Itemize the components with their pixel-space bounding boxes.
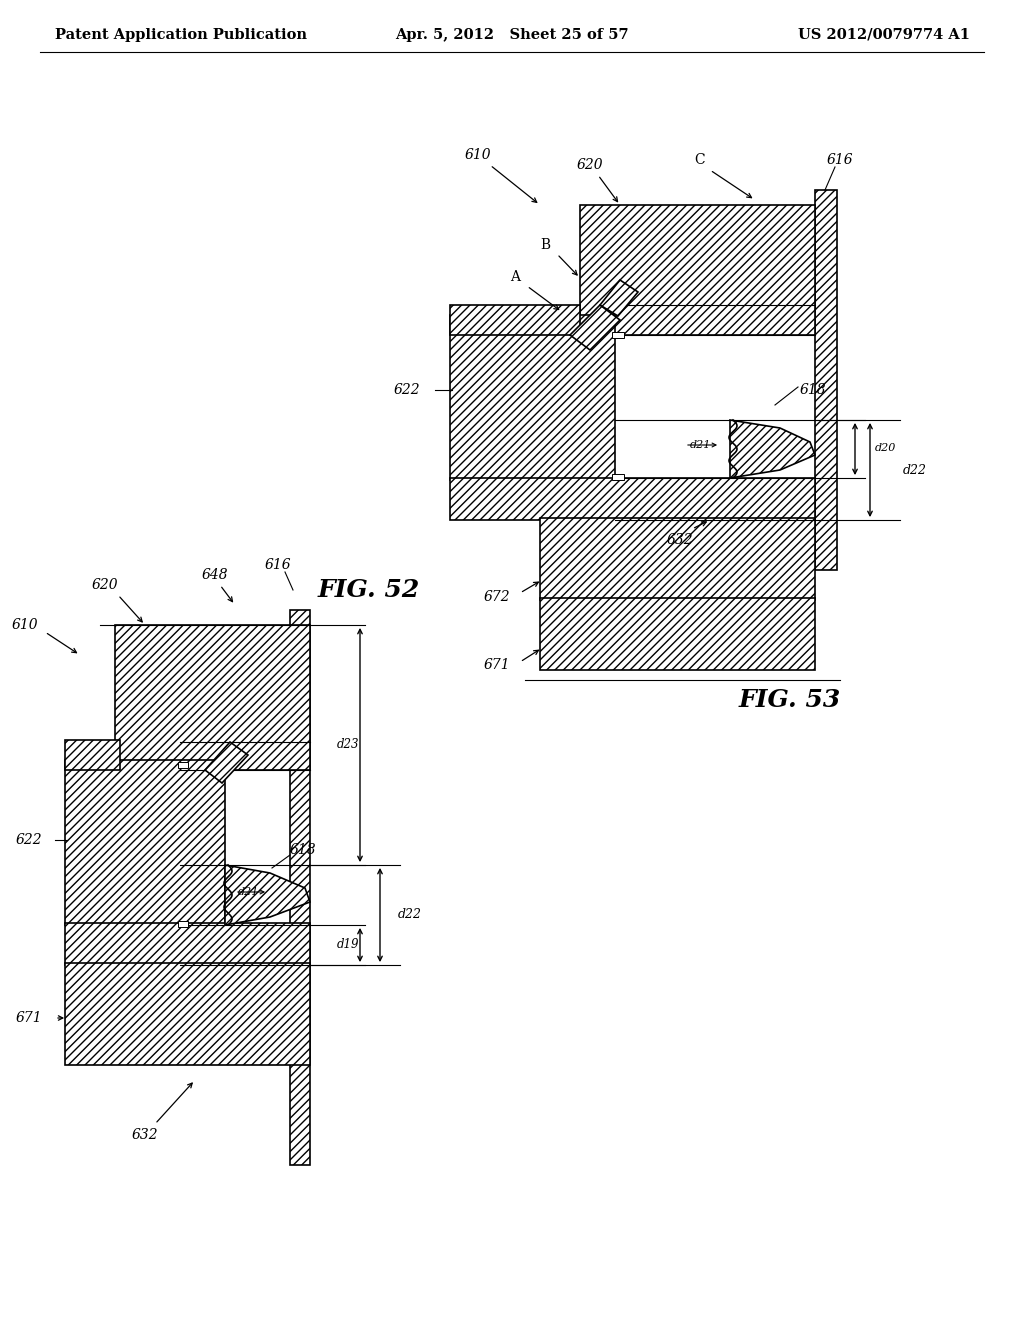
Text: 672: 672 [483,590,510,605]
Text: 616: 616 [264,558,291,572]
Text: 618: 618 [800,383,826,397]
Text: FIG. 52: FIG. 52 [318,578,420,602]
Bar [450,315,615,480]
Bar [65,760,225,925]
Text: 632: 632 [667,533,693,546]
Text: FIG. 53: FIG. 53 [739,688,841,711]
Bar [65,741,120,770]
Bar [612,333,624,338]
Text: 648: 648 [202,568,228,582]
Text: d23: d23 [337,738,359,751]
Polygon shape [730,420,815,478]
Bar [65,923,310,965]
Text: 610: 610 [465,148,492,162]
Text: C: C [694,153,706,168]
Polygon shape [205,742,248,783]
Text: d19: d19 [337,939,359,952]
Bar [612,474,624,480]
Text: 632: 632 [132,1129,159,1142]
Polygon shape [570,305,620,350]
Bar [450,478,815,520]
Text: 620: 620 [92,578,119,591]
Polygon shape [225,865,310,925]
Text: 620: 620 [577,158,603,172]
Text: d22: d22 [903,463,927,477]
Text: Apr. 5, 2012   Sheet 25 of 57: Apr. 5, 2012 Sheet 25 of 57 [395,28,629,42]
Text: d20: d20 [874,444,896,453]
Bar [580,205,815,335]
Text: Patent Application Publication: Patent Application Publication [55,28,307,42]
Text: 671: 671 [15,1011,42,1026]
Bar [178,921,188,927]
Text: 622: 622 [393,383,420,397]
Text: B: B [540,238,550,252]
Text: d21: d21 [689,440,711,450]
Bar [65,964,310,1065]
Bar [178,762,188,768]
Text: US 2012/0079774 A1: US 2012/0079774 A1 [798,28,970,42]
Text: 616: 616 [826,153,853,168]
Text: 610: 610 [11,618,38,632]
Bar [540,598,815,671]
Text: A: A [510,271,520,284]
Text: 618: 618 [290,843,316,857]
Text: 671: 671 [483,657,510,672]
Bar [450,305,580,335]
Bar [540,517,815,601]
Bar [290,610,310,1166]
Text: 622: 622 [15,833,42,847]
Polygon shape [600,280,638,315]
Text: d22: d22 [398,908,422,921]
Bar [815,190,837,570]
Bar [115,624,310,770]
Text: d21: d21 [238,887,259,898]
